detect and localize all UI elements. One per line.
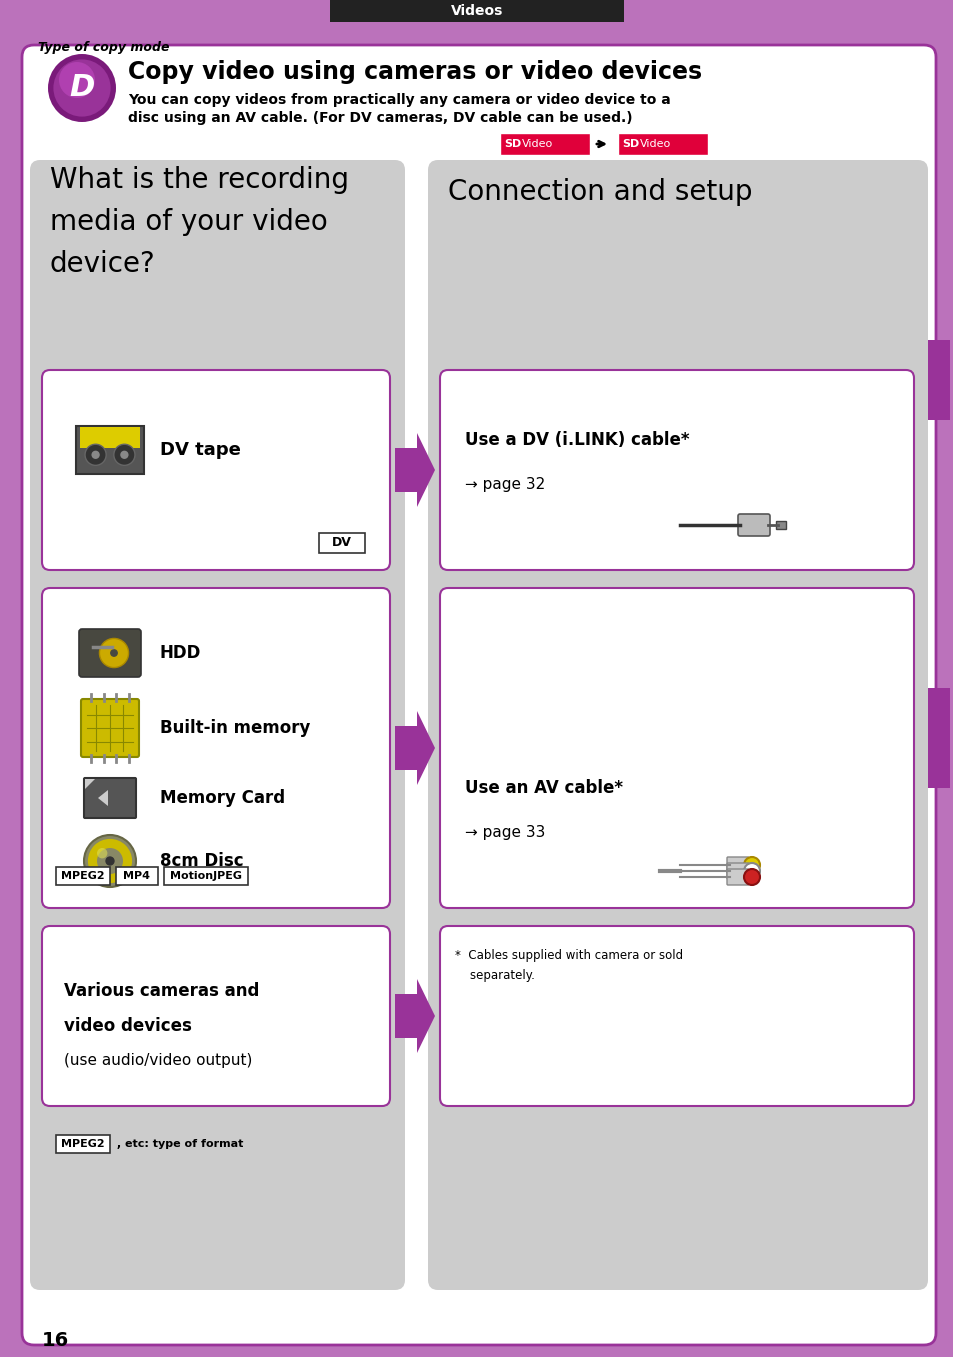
FancyBboxPatch shape — [726, 868, 748, 885]
Text: MPEG2: MPEG2 — [61, 871, 105, 881]
FancyBboxPatch shape — [76, 426, 144, 475]
Circle shape — [84, 835, 136, 887]
Text: Type of copy mode: Type of copy mode — [38, 42, 170, 54]
FancyBboxPatch shape — [439, 370, 913, 570]
Text: Copy video using cameras or video devices: Copy video using cameras or video device… — [128, 60, 701, 84]
Bar — [927, 341, 949, 421]
Text: Various cameras and: Various cameras and — [64, 982, 259, 1000]
Bar — [927, 688, 949, 788]
FancyBboxPatch shape — [56, 1134, 110, 1153]
Circle shape — [59, 62, 95, 98]
Polygon shape — [395, 978, 435, 1053]
Circle shape — [48, 54, 116, 122]
Bar — [775, 521, 785, 529]
FancyBboxPatch shape — [79, 630, 141, 677]
FancyBboxPatch shape — [318, 533, 365, 554]
Text: video devices: video devices — [64, 1016, 192, 1035]
FancyBboxPatch shape — [81, 699, 139, 757]
Text: DV tape: DV tape — [160, 441, 240, 459]
Bar — [80, 427, 140, 448]
FancyBboxPatch shape — [30, 160, 405, 1291]
FancyBboxPatch shape — [428, 160, 927, 1291]
FancyBboxPatch shape — [738, 514, 769, 536]
Text: HDD: HDD — [160, 645, 201, 662]
Text: *  Cables supplied with camera or sold: * Cables supplied with camera or sold — [455, 950, 682, 962]
Text: disc using an AV cable. (For DV cameras, DV cable can be used.): disc using an AV cable. (For DV cameras,… — [128, 111, 632, 125]
Circle shape — [91, 451, 100, 459]
Circle shape — [105, 856, 114, 866]
Text: → page 32: → page 32 — [464, 478, 545, 493]
Circle shape — [52, 58, 112, 118]
Circle shape — [120, 451, 129, 459]
Polygon shape — [395, 433, 435, 508]
FancyBboxPatch shape — [42, 370, 390, 570]
Text: , etc: type of format: , etc: type of format — [112, 1139, 243, 1149]
Circle shape — [110, 649, 118, 657]
Text: MPEG2: MPEG2 — [61, 1139, 105, 1149]
Text: You can copy videos from practically any camera or video device to a: You can copy videos from practically any… — [128, 94, 670, 107]
Circle shape — [743, 858, 760, 873]
Text: 16: 16 — [42, 1330, 70, 1349]
Text: Videos: Videos — [451, 4, 502, 18]
Bar — [499, 133, 589, 155]
Bar — [330, 0, 623, 22]
Text: D: D — [70, 73, 94, 103]
Text: MotionJPEG: MotionJPEG — [170, 871, 242, 881]
Circle shape — [88, 839, 132, 883]
Text: device?: device? — [50, 250, 155, 278]
Text: Connection and setup: Connection and setup — [448, 178, 752, 206]
Text: separately.: separately. — [455, 969, 535, 982]
Polygon shape — [85, 779, 95, 788]
Circle shape — [113, 444, 134, 465]
FancyBboxPatch shape — [42, 925, 390, 1106]
FancyBboxPatch shape — [22, 45, 935, 1345]
Text: media of your video: media of your video — [50, 208, 328, 236]
Circle shape — [743, 863, 760, 879]
Text: 8cm Disc: 8cm Disc — [160, 852, 243, 870]
Polygon shape — [98, 790, 108, 806]
Circle shape — [97, 848, 123, 874]
FancyBboxPatch shape — [42, 588, 390, 908]
FancyBboxPatch shape — [116, 867, 158, 885]
Circle shape — [85, 444, 106, 465]
Text: Built-in memory: Built-in memory — [160, 719, 310, 737]
Text: Memory Card: Memory Card — [160, 788, 285, 807]
FancyBboxPatch shape — [56, 867, 110, 885]
FancyBboxPatch shape — [84, 778, 136, 818]
Text: Video: Video — [521, 138, 553, 149]
Text: Video: Video — [639, 138, 671, 149]
Text: SD: SD — [503, 138, 520, 149]
Text: (use audio/video output): (use audio/video output) — [64, 1053, 253, 1068]
Text: MP4: MP4 — [123, 871, 151, 881]
Text: What is the recording: What is the recording — [50, 166, 349, 194]
Text: Use an AV cable*: Use an AV cable* — [464, 779, 622, 797]
FancyBboxPatch shape — [439, 588, 913, 908]
FancyBboxPatch shape — [726, 863, 748, 879]
Circle shape — [97, 848, 108, 859]
FancyBboxPatch shape — [439, 925, 913, 1106]
Circle shape — [743, 868, 760, 885]
Text: → page 33: → page 33 — [464, 825, 545, 840]
Text: DV: DV — [332, 536, 352, 550]
Text: Use a DV (i.LINK) cable*: Use a DV (i.LINK) cable* — [464, 432, 689, 449]
Text: SD: SD — [621, 138, 639, 149]
Bar — [0, 0, 22, 1357]
FancyBboxPatch shape — [164, 867, 248, 885]
FancyBboxPatch shape — [726, 858, 748, 873]
Circle shape — [99, 638, 129, 668]
Bar — [618, 133, 707, 155]
Polygon shape — [395, 711, 435, 784]
